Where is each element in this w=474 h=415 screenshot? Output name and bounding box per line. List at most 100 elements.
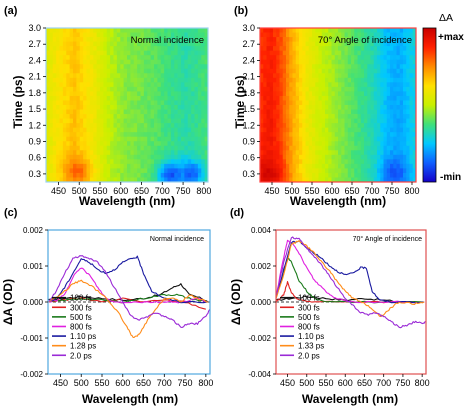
heatmap-cell: [110, 37, 114, 42]
heatmap-cell: [321, 50, 326, 56]
heatmap-cell: [331, 132, 336, 138]
heatmap-cell: [89, 46, 94, 52]
heatmap-cell: [140, 150, 145, 156]
heatmap-cell: [110, 46, 114, 52]
heatmap-cell: [187, 163, 192, 169]
heatmap-cell: [160, 132, 165, 138]
heatmap-cell: [321, 145, 326, 151]
heatmap-cell: [170, 118, 175, 124]
heatmap-cell: [373, 68, 378, 74]
heatmap-cell: [86, 127, 91, 133]
heatmap-cell: [390, 118, 394, 124]
heatmap-cell: [377, 37, 381, 42]
heatmap-cell: [120, 118, 125, 124]
heatmap-cell: [137, 100, 141, 106]
heatmap-cell: [367, 150, 371, 156]
heatmap-cell: [302, 159, 306, 165]
heatmap-cell: [106, 132, 111, 138]
heatmap-cell: [181, 95, 185, 101]
heatmap-cell: [59, 28, 64, 33]
heatmap-cell: [354, 59, 358, 65]
heatmap-cell: [137, 37, 141, 42]
heatmap-cell: [266, 154, 271, 160]
heatmap-cell: [177, 59, 182, 65]
heatmap-cell: [292, 123, 297, 129]
heatmap-cell: [396, 123, 401, 129]
heatmap-cell: [191, 91, 195, 97]
heatmap-cell: [137, 168, 141, 174]
heatmap-cell: [147, 32, 152, 38]
heatmap-cell: [150, 163, 155, 169]
heatmap-cell: [305, 136, 310, 142]
heatmap-cell: [383, 114, 388, 119]
heatmap-cell: [147, 123, 152, 129]
heatmap-cell: [305, 159, 310, 165]
heatmap-cell: [106, 37, 111, 42]
heatmap-cell: [177, 132, 182, 138]
heatmap-cell: [201, 28, 206, 33]
heatmap-cell: [312, 118, 316, 124]
heatmap-cell: [201, 145, 206, 151]
heatmap-cell: [393, 145, 397, 151]
heatmap-cell: [177, 150, 182, 156]
heatmap-cell: [315, 114, 319, 119]
heatmap-cell: [86, 46, 91, 52]
heatmap-cell: [69, 73, 74, 79]
heatmap-cell: [399, 136, 404, 142]
heatmap-cell: [197, 32, 202, 38]
heatmap-cell: [62, 150, 67, 156]
heatmap-cell: [160, 159, 165, 165]
heatmap-cell: [351, 141, 355, 147]
heatmap-cell: [191, 50, 195, 56]
heatmap-cell: [295, 145, 300, 151]
heatmap-cell: [328, 32, 332, 38]
heatmap-cell: [127, 154, 131, 160]
heatmap-cell: [393, 177, 397, 183]
heatmap-cell: [160, 172, 165, 178]
heatmap-cell: [197, 86, 202, 92]
heatmap-cell: [396, 141, 401, 147]
heatmap-cell: [201, 82, 206, 88]
heatmap-cell: [364, 136, 368, 142]
heatmap-cell: [292, 141, 297, 147]
heatmap-cell: [116, 163, 121, 169]
heatmap-cell: [62, 82, 67, 88]
heatmap-cell: [73, 28, 77, 33]
heatmap-cell: [137, 177, 141, 183]
heatmap-cell: [52, 132, 57, 138]
heatmap-cell: [96, 64, 101, 70]
heatmap-cell: [344, 141, 349, 147]
heatmap-cell: [354, 123, 358, 129]
heatmap-cell: [96, 141, 101, 147]
heatmap-cell: [396, 73, 401, 79]
heatmap-cell: [305, 82, 310, 88]
heatmap-cell: [143, 132, 148, 138]
heatmap-cell: [66, 132, 71, 138]
heatmap-cell: [325, 55, 329, 61]
heatmap-cell: [321, 177, 326, 183]
heatmap-cell: [292, 28, 297, 33]
heatmap-cell: [370, 28, 375, 33]
heatmap-cell: [120, 177, 125, 183]
heatmap-cell: [66, 50, 71, 56]
x-tick-label: 450: [264, 186, 279, 196]
heatmap-cell: [273, 73, 277, 79]
heatmap-cell: [406, 37, 410, 42]
heatmap-cell: [351, 127, 355, 133]
heatmap-cell: [133, 64, 138, 70]
heatmap-cell: [354, 64, 358, 70]
heatmap-cell: [59, 82, 64, 88]
heatmap-cell: [308, 55, 313, 61]
heatmap-cell: [46, 136, 50, 142]
heatmap-cell: [49, 172, 54, 178]
heatmap-cell: [62, 123, 67, 129]
heatmap-cell: [110, 163, 114, 169]
heatmap-cell: [49, 77, 54, 83]
heatmap-cell: [292, 172, 297, 178]
heatmap-cell: [130, 50, 135, 56]
heatmap-cell: [396, 114, 401, 119]
heatmap-cell: [279, 123, 284, 129]
heatmap-cell: [123, 154, 128, 160]
plot-frame-a: [45, 27, 209, 183]
heatmap-cell: [341, 82, 345, 88]
